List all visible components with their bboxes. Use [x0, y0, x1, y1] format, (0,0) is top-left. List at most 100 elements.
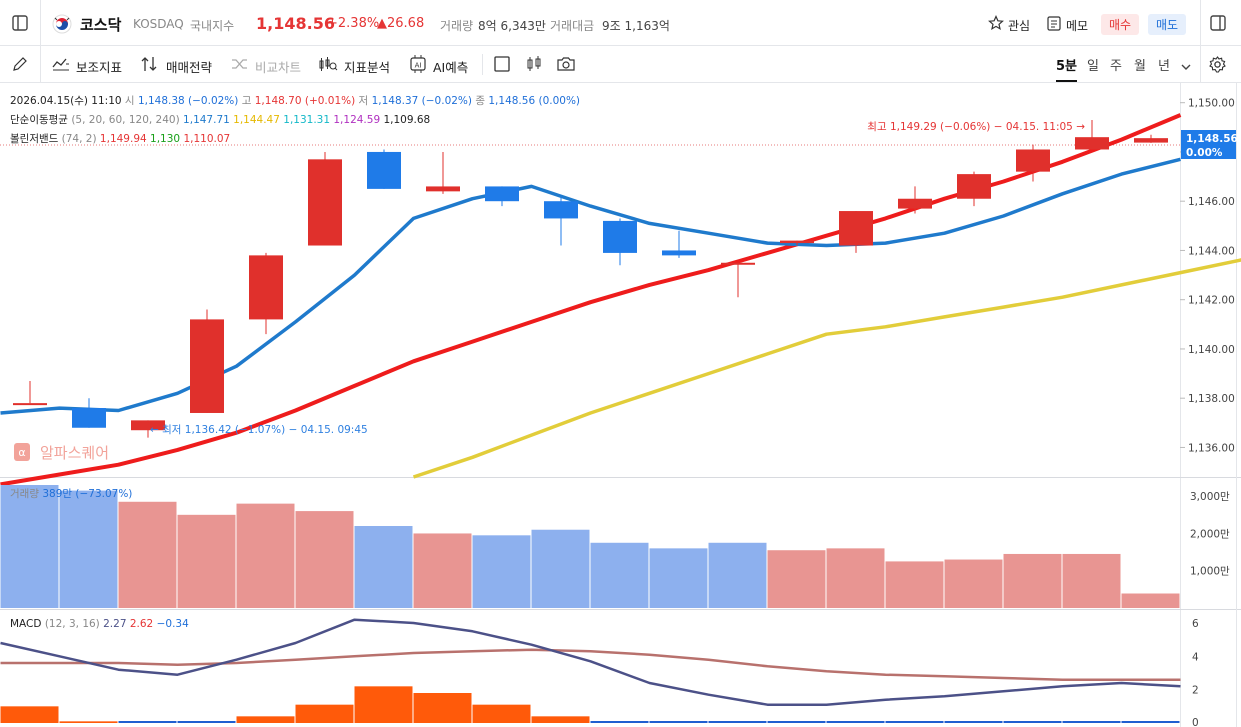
timeframe-day[interactable]: 일: [1087, 59, 1099, 74]
candle-body: [13, 403, 47, 406]
current-price: 1,148.56: [256, 14, 335, 33]
draw-pen-icon[interactable]: [12, 56, 28, 76]
volume-bar: [59, 490, 118, 608]
sell-button[interactable]: 매도: [1148, 14, 1187, 35]
candle-body: [1134, 138, 1168, 143]
volume-bar: [1003, 553, 1062, 608]
price-tick-label: 1,150.00: [1188, 98, 1235, 110]
camera-icon[interactable]: [557, 56, 575, 76]
candle-body: [426, 186, 460, 192]
trade-amount-label: 거래대금: [550, 19, 595, 33]
layout-square-icon[interactable]: [494, 56, 510, 76]
bb-upper-value: 1,149.94: [99, 133, 147, 145]
volume-bar: [177, 514, 236, 608]
watermark-text: 알파스퀘어: [40, 444, 109, 462]
chevron-down-icon[interactable]: [1180, 58, 1192, 77]
ma5-line: [0, 157, 1181, 415]
tool-analysis[interactable]: 지표분석: [344, 60, 391, 75]
compare-icon[interactable]: [231, 56, 249, 76]
candle-body: [367, 151, 401, 189]
macd-signal-value: 2.62: [129, 618, 154, 630]
sidebar-toggle-icon[interactable]: [12, 15, 28, 35]
memo-button[interactable]: 메모: [1066, 19, 1089, 33]
settings-gear-icon[interactable]: [1209, 56, 1226, 77]
volume-bar: [1121, 593, 1180, 608]
panel-toggle-icon[interactable]: [1210, 15, 1226, 35]
svg-text:α: α: [18, 446, 25, 459]
volume-label: 거래량: [440, 19, 474, 33]
tool-indicators[interactable]: 보조지표: [76, 60, 123, 75]
volume-bar: [531, 529, 590, 608]
candle-body: [485, 186, 519, 202]
candle-body: [1075, 137, 1109, 150]
indicator-icon[interactable]: [52, 56, 70, 76]
tool-ai-forecast[interactable]: AI예측: [433, 60, 469, 75]
max-annotation: 최고 1,149.29 (−0.06%) − 04.15. 11:05 →: [867, 121, 1085, 133]
macd-histogram-bar: [236, 716, 295, 723]
tool-compare[interactable]: 비교차트: [255, 60, 302, 75]
top-bar: 코스닥 KOSDAQ 국내지수 1,148.56 +2.38% ▲26.68 거…: [0, 0, 1241, 46]
price-tick-label: 1,142.00: [1188, 295, 1235, 307]
macd-histogram-bar: [177, 721, 236, 723]
volume-bar: [767, 550, 826, 608]
memo-icon[interactable]: [1047, 15, 1061, 35]
timeframe-week[interactable]: 주: [1110, 59, 1122, 74]
current-price-tag-pct: 0.00%: [1186, 147, 1223, 159]
volume-bar: [118, 501, 177, 608]
macd-histogram-bar: [531, 716, 590, 723]
macd-legend: MACD (12, 3, 16) 2.27 2.62 −0.34: [10, 618, 189, 630]
macd-histogram-bar: [354, 686, 413, 723]
macd-value: 2.27: [103, 618, 127, 630]
timeframe-5min[interactable]: 5분: [1056, 55, 1078, 82]
timeframe-month[interactable]: 월: [1134, 59, 1146, 74]
change-percent: +2.38%: [327, 16, 380, 31]
candle-type-icon[interactable]: [525, 55, 543, 77]
buy-button[interactable]: 매수: [1101, 14, 1140, 35]
macd-signal-line: [0, 648, 1181, 681]
ai-icon[interactable]: AI: [408, 55, 428, 77]
candle-body: [662, 250, 696, 256]
index-label: 국내지수: [190, 19, 235, 33]
korea-flag-icon: [52, 14, 72, 38]
date-time: 2026.04.15(수) 11:10: [10, 95, 122, 107]
bb-mid-value: 1,130: [150, 133, 181, 145]
analysis-icon[interactable]: [318, 56, 338, 76]
macd-histogram-bar: [590, 721, 649, 723]
volume-value: 8억 6,343만: [478, 19, 546, 33]
volume-bar: [708, 542, 767, 608]
ma120-value: 1,124.59: [333, 114, 381, 126]
macd-line: [0, 618, 1181, 706]
close-value: 1,148.56 (0.00%): [488, 95, 581, 107]
candle-body: [249, 255, 283, 320]
macd-tick-label: 6: [1192, 618, 1199, 630]
macd-histogram-bar: [708, 721, 767, 723]
volume-bar: [826, 548, 885, 608]
bb-lower-value: 1,110.07: [183, 133, 231, 145]
star-icon[interactable]: [988, 15, 1004, 35]
tool-strategy[interactable]: 매매전략: [166, 60, 213, 75]
watermark-logo: α: [14, 443, 30, 461]
volume-panel-value: 389만 (−73.07%): [42, 488, 133, 500]
macd-histogram-bar: [1003, 721, 1062, 723]
volume-bar: [354, 526, 413, 608]
current-price-tag-value: 1,148.56: [1186, 133, 1238, 145]
svg-text:AI: AI: [415, 62, 422, 70]
current-price-tag: [1181, 130, 1236, 159]
macd-histogram-bar: [472, 704, 531, 723]
watch-button[interactable]: 관심: [1008, 19, 1031, 33]
ma-legend[interactable]: 단순이동평균 (5, 20, 60, 120, 240) 1,147.71 1,…: [10, 114, 431, 126]
price-tick-label: 1,138.00: [1188, 393, 1235, 405]
exchange-label: KOSDAQ: [133, 17, 184, 31]
volume-bar: [236, 503, 295, 608]
bb-legend[interactable]: 볼린저밴드 (74, 2) 1,149.94 1,130 1,110.07: [10, 133, 231, 145]
price-tick-label: 1,144.00: [1188, 245, 1235, 257]
chart-area[interactable]: 1,150.001,148.001,146.001,144.001,142.00…: [0, 83, 1241, 727]
volume-tick-label: 2,000만: [1190, 528, 1230, 540]
price-tick-label: 1,146.00: [1188, 196, 1235, 208]
ma240-value: 1,109.68: [383, 114, 431, 126]
candle-body: [780, 240, 814, 244]
macd-tick-label: 4: [1192, 651, 1199, 663]
timeframe-year[interactable]: 년: [1158, 59, 1170, 74]
macd-histogram-bar: [885, 721, 944, 723]
strategy-icon[interactable]: [141, 56, 159, 76]
